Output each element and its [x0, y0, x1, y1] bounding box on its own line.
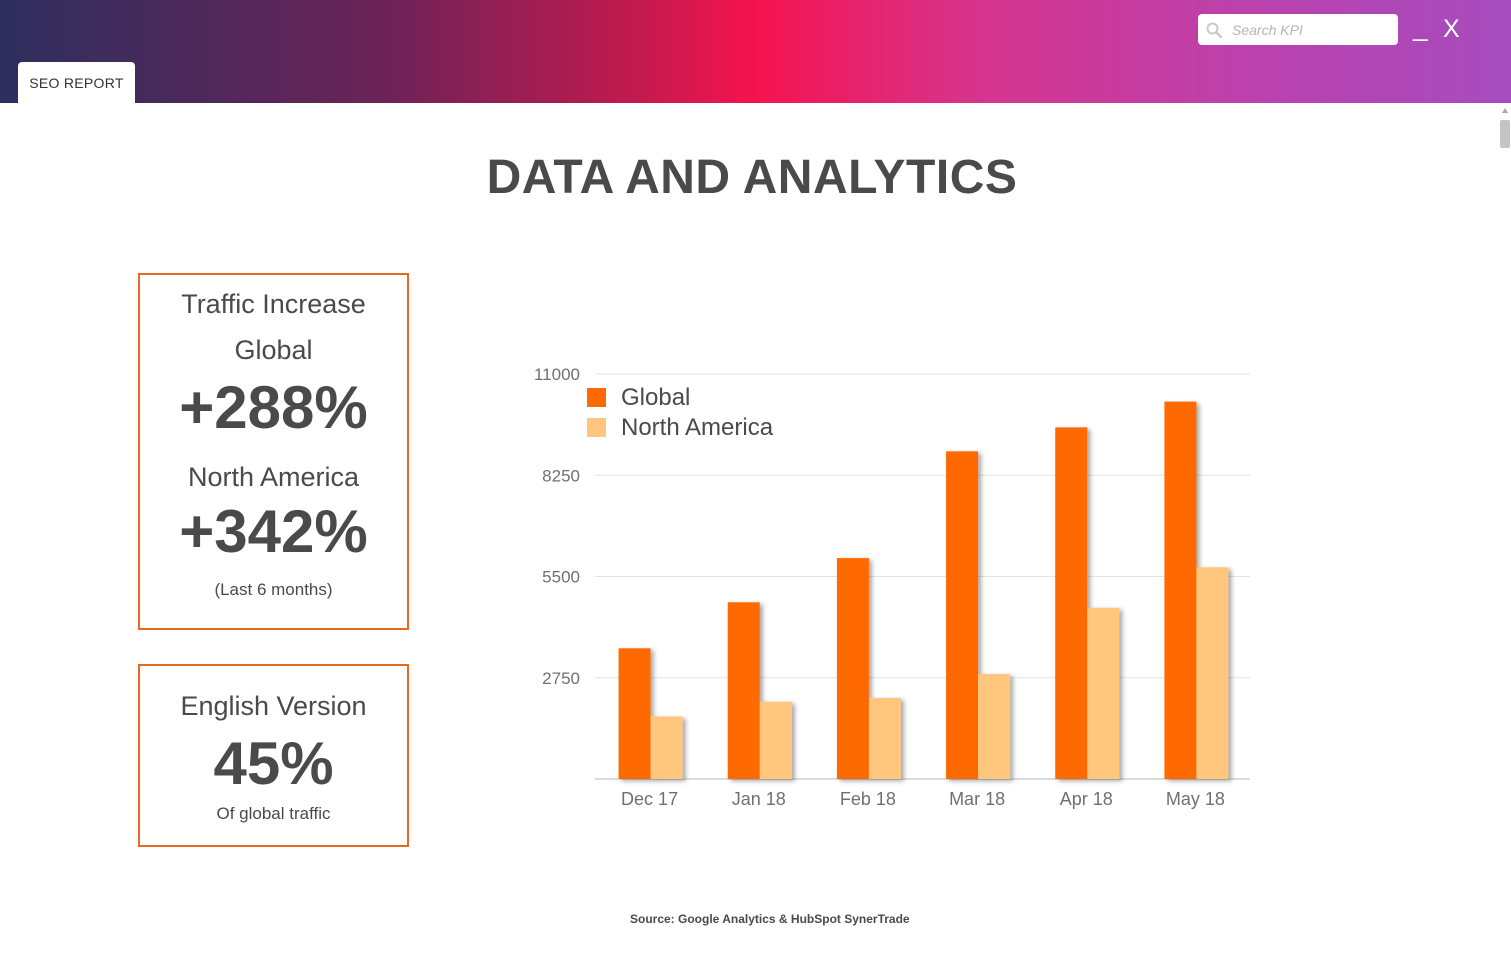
vertical-scrollbar[interactable]: [1499, 108, 1511, 948]
bar-global-mar-18: [946, 451, 979, 779]
y-tick-label-11000: 11000: [534, 365, 580, 384]
english-version-card: English Version 45% Of global traffic: [138, 664, 409, 847]
y-tick-label-5500: 5500: [542, 568, 580, 587]
bar-north-america-apr-18: [1087, 607, 1120, 779]
legend-label-north-america: North America: [621, 414, 774, 441]
search-box[interactable]: [1198, 14, 1398, 45]
north-america-label: North America: [187, 462, 360, 492]
y-tick-label-8250: 8250: [542, 466, 580, 485]
scroll-thumb[interactable]: [1500, 120, 1510, 148]
traffic-increase-card: Traffic Increase Global +288% North Amer…: [138, 273, 409, 630]
minimize-button[interactable]: _: [1413, 12, 1428, 42]
x-tick-label-mar-18: Mar 18: [949, 789, 1005, 809]
period-note: (Last 6 months): [214, 580, 333, 599]
english-value: 45%: [213, 730, 334, 797]
english-heading: English Version: [180, 691, 367, 721]
legend-swatch-global: [587, 388, 606, 407]
tab-seo-report[interactable]: SEO REPORT: [18, 62, 135, 103]
north-america-value: +342%: [179, 498, 368, 565]
bar-global-jan-18: [727, 602, 760, 779]
legend-label-global: Global: [621, 384, 690, 411]
traffic-heading: Traffic Increase: [181, 289, 366, 319]
bar-north-america-feb-18: [868, 698, 901, 779]
bar-north-america-mar-18: [978, 674, 1011, 779]
bar-chart-svg: 2750 5500 8250 11000 Dec 17 Jan 18 Feb 18 Mar 1…: [534, 365, 1250, 809]
bar-north-america-may-18: [1196, 567, 1229, 779]
source-note: Source: Google Analytics & HubSpot Syner…: [630, 912, 910, 926]
bar-global-feb-18: [836, 558, 869, 779]
header-bar: SEO REPORT _ X: [0, 0, 1511, 103]
x-tick-label-apr-18: Apr 18: [1060, 789, 1113, 809]
search-input[interactable]: [1230, 20, 1384, 39]
global-value: +288%: [179, 374, 368, 441]
bar-global-may-18: [1164, 401, 1197, 779]
legend-swatch-north-america: [587, 418, 606, 437]
x-tick-label-jan-18: Jan 18: [732, 789, 786, 809]
x-tick-label-feb-18: Feb 18: [840, 789, 896, 809]
search-icon: [1206, 22, 1222, 38]
english-note: Of global traffic: [216, 804, 331, 823]
traffic-bar-chart: 2750 5500 8250 11000 Dec 17 Jan 18 Feb 18 Mar 1…: [470, 270, 1300, 870]
scroll-up-arrow-icon[interactable]: [1502, 108, 1508, 113]
global-label: Global: [234, 335, 313, 365]
x-tick-label-may-18: May 18: [1166, 789, 1225, 809]
tab-seo-report-label: SEO REPORT: [29, 74, 124, 91]
bar-global-dec-17: [618, 648, 651, 779]
y-tick-label-2750: 2750: [542, 669, 580, 688]
x-tick-label-dec-17: Dec 17: [621, 789, 678, 809]
close-button[interactable]: X: [1443, 15, 1460, 43]
bar-global-apr-18: [1055, 427, 1088, 779]
bar-north-america-dec-17: [650, 716, 683, 779]
bar-north-america-jan-18: [759, 701, 792, 779]
page-title: DATA AND ANALYTICS: [486, 151, 1018, 204]
